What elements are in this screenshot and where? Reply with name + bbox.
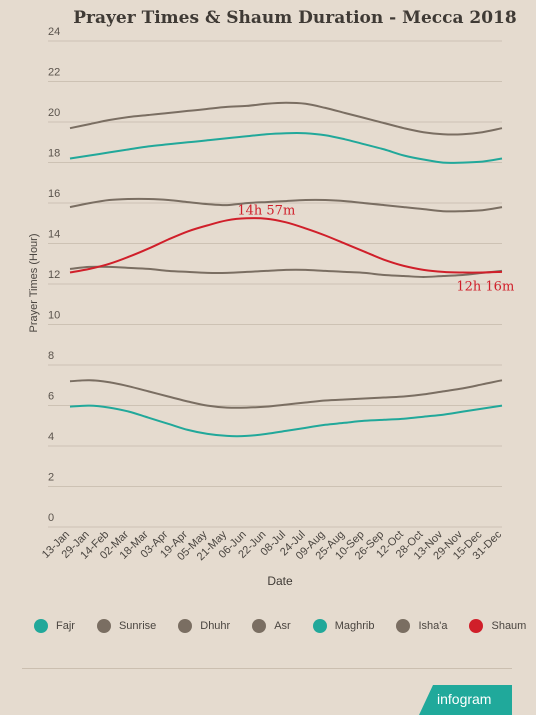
annotation-label: 14h 57m bbox=[237, 204, 295, 219]
legend-label: Sunrise bbox=[118, 620, 157, 632]
series-line-maghrib bbox=[69, 132, 503, 164]
legend-item-fajr[interactable]: Fajr bbox=[22, 619, 75, 633]
series-line-dhuhr bbox=[69, 265, 503, 279]
legend-swatch bbox=[96, 619, 111, 633]
y-tick-label: 8 bbox=[48, 350, 54, 362]
brand-label: infogram bbox=[437, 691, 492, 707]
legend-swatch bbox=[34, 619, 48, 633]
series-line-ishaa bbox=[69, 101, 503, 136]
grid-lines bbox=[48, 40, 502, 528]
legend-label: Dhuhr bbox=[200, 620, 231, 632]
legend-item-sunrise[interactable]: Sunrise bbox=[85, 619, 156, 633]
y-tick-label: 22 bbox=[48, 67, 60, 79]
legend-label: Isha'a bbox=[418, 620, 448, 632]
footer-divider bbox=[22, 668, 512, 669]
legend-item-asr[interactable]: Asr bbox=[240, 619, 291, 633]
brand-badge[interactable]: infogram bbox=[419, 685, 512, 715]
y-axis-label: Prayer Times (Hour) bbox=[28, 233, 40, 332]
y-tick-label: 6 bbox=[48, 391, 54, 403]
y-tick-label: 24 bbox=[48, 26, 60, 38]
brand-notch bbox=[419, 685, 433, 715]
y-tick-label: 18 bbox=[48, 148, 60, 160]
annotation-label: 12h 16m bbox=[456, 280, 514, 295]
legend-swatch bbox=[178, 619, 193, 633]
y-tick-label: 0 bbox=[48, 512, 54, 524]
legend-item-ishaa[interactable]: Isha'a bbox=[384, 619, 447, 633]
series-lines bbox=[69, 101, 503, 438]
chart-title: Prayer Times & Shaum Duration - Mecca 20… bbox=[73, 8, 517, 28]
legend-swatch bbox=[312, 619, 327, 633]
legend-swatch bbox=[252, 619, 267, 633]
legend-label: Shaum bbox=[491, 620, 527, 632]
legend-label: Fajr bbox=[56, 620, 75, 632]
series-line-sunrise bbox=[69, 379, 503, 409]
y-tick-label: 16 bbox=[48, 188, 60, 200]
x-axis-ticks: 13-Jan29-Jan14-Feb02-Mar18-Mar03-Apr19-A… bbox=[40, 528, 505, 563]
y-tick-label: 12 bbox=[48, 269, 60, 281]
legend-item-shaum[interactable]: Shaum bbox=[457, 619, 526, 633]
legend-swatch bbox=[469, 619, 484, 633]
series-line-shaum bbox=[69, 217, 503, 274]
y-tick-label: 14 bbox=[48, 229, 60, 241]
y-tick-label: 20 bbox=[48, 107, 60, 119]
legend: Fajr Sunrise Dhuhr Asr Maghrib Isha'a Shaum bbox=[22, 619, 536, 633]
legend-item-dhuhr[interactable]: Dhuhr bbox=[166, 619, 230, 633]
y-tick-label: 2 bbox=[48, 472, 54, 484]
legend-label: Maghrib bbox=[334, 620, 375, 632]
y-tick-label: 10 bbox=[48, 310, 60, 322]
series-line-asr bbox=[69, 197, 503, 213]
legend-label: Asr bbox=[274, 620, 291, 632]
annotations: 14h 57m 12h 16m bbox=[237, 204, 514, 295]
legend-swatch bbox=[396, 619, 411, 633]
x-axis-label: Date bbox=[267, 574, 293, 588]
y-tick-label: 4 bbox=[48, 431, 54, 443]
series-line-fajr bbox=[69, 404, 503, 438]
legend-item-maghrib[interactable]: Maghrib bbox=[301, 619, 375, 633]
